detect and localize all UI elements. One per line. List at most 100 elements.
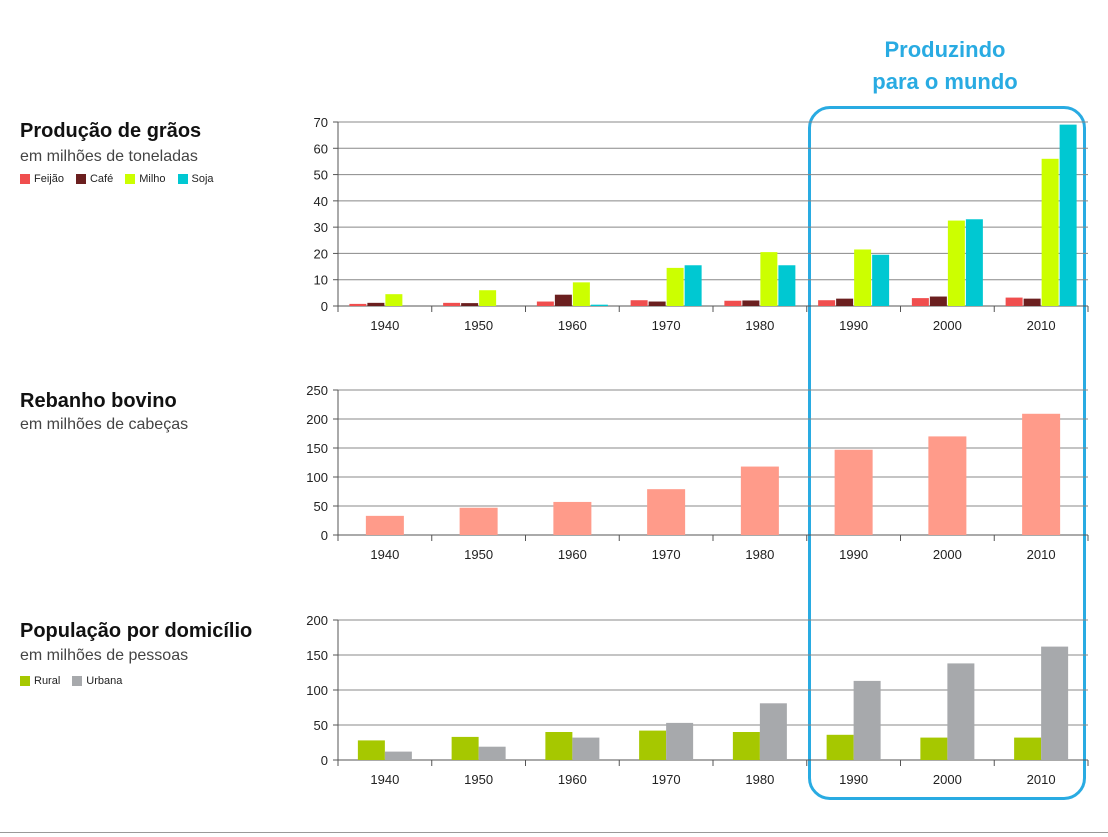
y-tick-label: 250 [306,383,328,398]
x-tick-label: 2000 [933,318,962,333]
grain-legend: Feijão Café Milho Soja [20,173,214,185]
bar [1014,737,1042,760]
legend-item-soja: Soja [177,173,214,185]
bar [740,466,779,535]
x-tick-label: 2000 [933,772,962,787]
cattle-chart-subtitle: em milhões de cabeças [20,416,189,433]
bar [572,737,600,760]
bar [367,302,385,306]
bar [818,300,836,306]
bar [732,732,760,760]
x-tick-label: 1980 [745,772,774,787]
bar [834,449,873,535]
bar [1059,124,1077,306]
x-tick-label: 1960 [558,772,587,787]
bar [1041,158,1059,306]
y-tick-label: 20 [314,246,328,261]
y-tick-label: 0 [321,753,328,768]
bar [590,304,608,306]
x-tick-label: 1950 [464,547,493,562]
bar [459,507,498,535]
y-tick-label: 200 [306,613,328,628]
bar [451,736,479,760]
x-tick-label: 2010 [1027,318,1056,333]
y-tick-label: 60 [314,141,328,156]
bar [947,220,965,306]
bar [742,300,760,306]
bar [778,265,796,306]
y-tick-label: 50 [314,168,328,183]
x-tick-label: 1990 [839,772,868,787]
bar [639,730,667,760]
legend-swatch-cafe [75,174,86,184]
x-tick-label: 1950 [464,318,493,333]
bar [965,219,983,306]
bar [545,732,573,760]
legend-item-rural: Rural [20,675,60,687]
bar [365,515,404,535]
bar [872,254,890,306]
x-tick-label: 1960 [558,547,587,562]
bar [920,737,948,760]
x-tick-label: 1970 [652,772,681,787]
y-tick-label: 50 [314,718,328,733]
bar [854,249,872,306]
bar [357,740,385,760]
legend-item-feijao: Feijão [20,173,64,185]
x-tick-label: 1970 [652,318,681,333]
x-tick-label: 1980 [745,318,774,333]
bar [536,301,554,306]
grain-chart-subtitle: em milhões de toneladas [20,148,198,165]
bar [461,303,479,306]
y-tick-label: 50 [314,499,328,514]
highlight-title: Produzindo para o mundo [830,34,1060,98]
x-tick-label: 1940 [370,318,399,333]
legend-swatch-rural [20,676,30,686]
bar [648,301,666,306]
bar [478,746,506,760]
legend-swatch-soja [177,174,188,184]
bar [443,302,461,306]
population-legend: Rural Urbana [20,675,122,687]
highlight-title-line2: para o mundo [872,69,1018,94]
y-tick-label: 30 [314,220,328,235]
x-tick-label: 1950 [464,772,493,787]
x-tick-label: 1970 [652,547,681,562]
population-chart-title: População por domicílio [20,620,253,642]
legend-swatch-milho [125,174,136,184]
x-tick-label: 1990 [839,547,868,562]
bar [947,663,975,760]
x-tick-label: 1980 [745,547,774,562]
x-tick-label: 2000 [933,547,962,562]
legend-label-soja: Soja [191,173,214,185]
y-tick-label: 40 [314,194,328,209]
legend-label-rural: Rural [34,675,61,687]
bar [647,489,686,535]
bar [928,436,967,535]
bar [826,734,854,760]
x-tick-label: 1990 [839,318,868,333]
legend-item-cafe: Café [75,173,114,185]
legend-swatch-feijao [20,174,30,184]
legend-label-milho: Milho [139,173,166,185]
bar [1022,413,1061,535]
bar [630,300,648,306]
legend-item-milho: Milho [125,173,166,185]
y-tick-label: 100 [306,470,328,485]
bottom-rule [0,832,1108,833]
bar [1023,298,1041,306]
y-tick-label: 10 [314,273,328,288]
y-tick-label: 100 [306,683,328,698]
bar [684,265,702,306]
legend-swatch-urbana [72,676,83,686]
x-tick-label: 2010 [1027,772,1056,787]
legend-label-cafe: Café [89,173,114,185]
population-chart-subtitle: em milhões de pessoas [20,647,189,664]
bar [666,267,684,306]
bar [760,252,778,306]
bar [384,751,412,760]
bar [385,294,403,306]
y-tick-label: 200 [306,412,328,427]
x-tick-label: 1940 [370,772,399,787]
bar [554,294,572,306]
